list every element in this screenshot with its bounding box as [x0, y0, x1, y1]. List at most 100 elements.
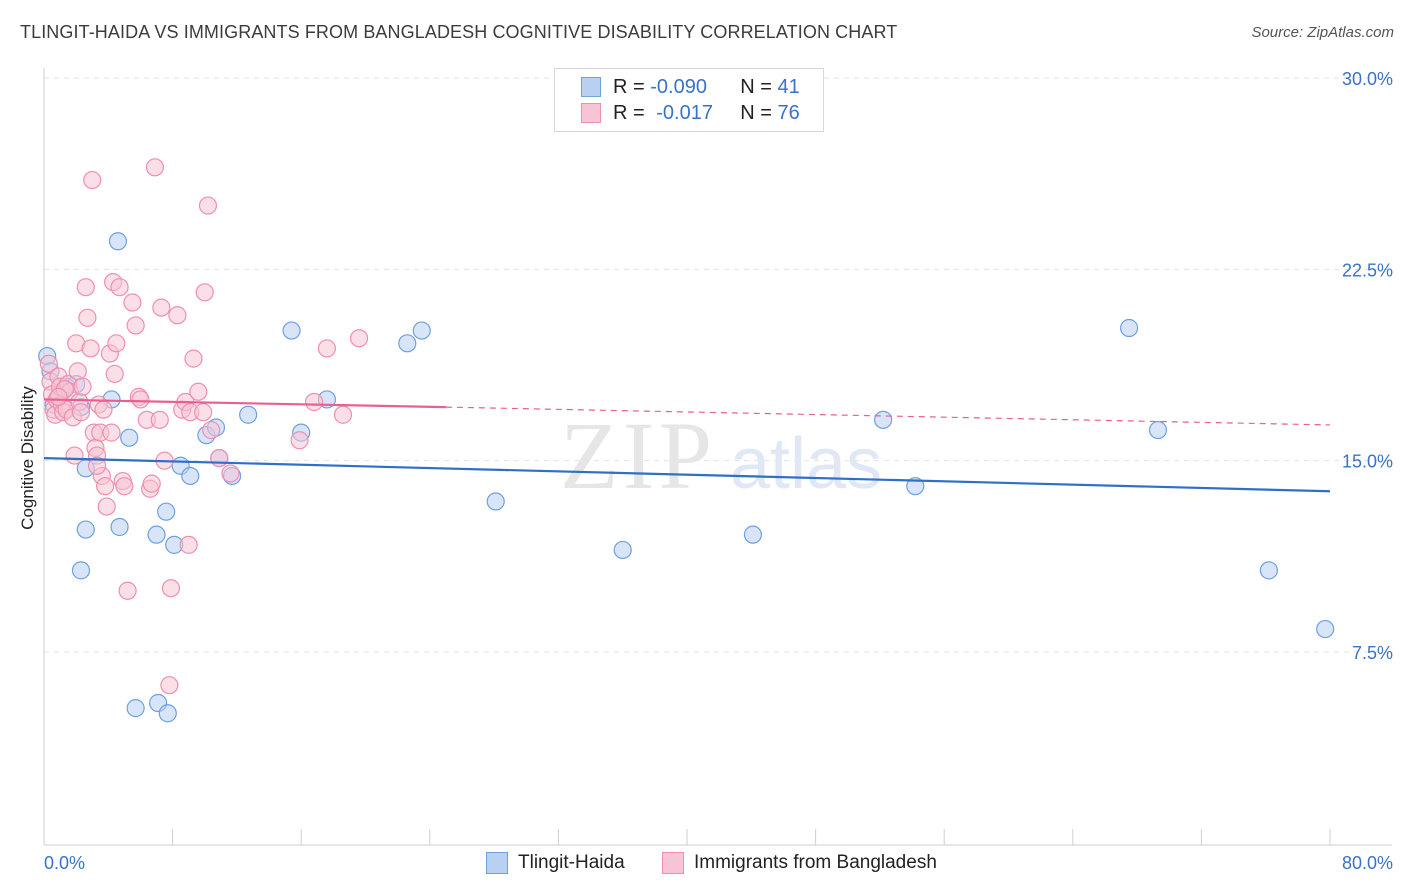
- data-point: [194, 403, 213, 422]
- data-point: [168, 306, 187, 325]
- legend-r-value: -0.090: [650, 75, 707, 98]
- data-point: [198, 196, 218, 215]
- legend-r-label: R =: [613, 75, 645, 98]
- data-point: [105, 364, 124, 384]
- data-point: [184, 349, 203, 368]
- trend-line: [43, 457, 1331, 493]
- data-point: [333, 405, 353, 424]
- legend-swatch-blue: [581, 77, 601, 97]
- x-tick-label: 80.0%: [1342, 853, 1393, 873]
- data-point: [126, 316, 145, 335]
- y-tick-label: 22.5%: [1342, 260, 1393, 280]
- data-point: [81, 339, 100, 358]
- data-point: [202, 420, 221, 440]
- series-swatch-blue: [486, 852, 508, 874]
- data-point: [743, 525, 763, 544]
- legend-n-label: N =: [740, 101, 772, 124]
- trend-line-extension: [445, 406, 1331, 426]
- chart-source: Source: ZipAtlas.com: [1251, 24, 1394, 41]
- legend-r-value: -0.017: [656, 101, 713, 124]
- data-point: [115, 477, 134, 496]
- data-point: [110, 517, 129, 537]
- data-point: [412, 321, 431, 340]
- data-point: [221, 464, 240, 483]
- data-point: [161, 579, 181, 598]
- data-point: [1119, 318, 1139, 338]
- legend-row-tlingit: R = -0.090 N = 41: [581, 75, 800, 99]
- series-bangladesh: [39, 158, 369, 695]
- correlation-legend: R = -0.090 N = 41 R = -0.017 N = 76: [554, 68, 824, 132]
- legend-n-label: N =: [740, 75, 772, 98]
- data-point: [210, 449, 229, 468]
- data-point: [102, 423, 121, 442]
- data-point: [131, 390, 150, 409]
- data-point: [152, 298, 171, 317]
- data-point: [107, 334, 126, 353]
- watermark-atlas: atlas: [730, 424, 882, 504]
- data-point: [118, 581, 137, 600]
- data-point: [195, 283, 214, 302]
- data-point: [65, 446, 84, 465]
- data-point: [304, 392, 324, 412]
- data-point: [486, 492, 505, 511]
- series-name: Immigrants from Bangladesh: [694, 852, 937, 873]
- data-point: [150, 410, 169, 429]
- legend-n-value: 41: [777, 75, 800, 98]
- series-swatch-pink: [662, 852, 684, 874]
- series-legend: Tlingit-Haida Immigrants from Bangladesh: [0, 852, 1406, 878]
- data-point: [290, 431, 309, 450]
- series-legend-bangladesh: Immigrants from Bangladesh: [662, 852, 937, 874]
- data-point: [1148, 420, 1168, 440]
- data-point: [49, 387, 68, 406]
- data-point: [110, 278, 129, 297]
- data-point: [73, 377, 92, 396]
- data-point: [68, 362, 87, 381]
- data-point: [108, 232, 128, 251]
- trend-line: [43, 398, 446, 409]
- legend-r-label: R =: [613, 101, 645, 124]
- data-point: [83, 170, 102, 190]
- data-point: [613, 540, 632, 560]
- data-point: [349, 329, 369, 348]
- legend-row-bangladesh: R = -0.017 N = 76: [581, 101, 800, 125]
- data-point: [123, 293, 142, 312]
- data-point: [76, 278, 95, 297]
- data-point: [1316, 619, 1335, 639]
- data-point: [147, 525, 166, 544]
- data-point: [398, 334, 417, 353]
- y-tick-label: 30.0%: [1342, 69, 1393, 89]
- data-point: [87, 456, 107, 475]
- data-point: [145, 158, 165, 177]
- data-point: [97, 497, 116, 516]
- data-point: [874, 410, 893, 429]
- data-point: [95, 477, 115, 496]
- data-point: [71, 561, 91, 580]
- series-name: Tlingit-Haida: [518, 852, 625, 873]
- data-point: [76, 520, 95, 539]
- watermark-zip: ZIP: [560, 402, 716, 509]
- data-point: [181, 466, 200, 486]
- data-point: [189, 382, 208, 401]
- legend-swatch-pink: [581, 103, 601, 123]
- data-point: [239, 405, 258, 424]
- data-point: [1259, 561, 1279, 580]
- data-point: [906, 477, 925, 496]
- data-point: [126, 699, 145, 718]
- data-point: [39, 354, 58, 373]
- legend-n-value: 76: [777, 101, 800, 124]
- x-tick-label: 0.0%: [44, 853, 85, 873]
- series-legend-tlingit: Tlingit-Haida: [486, 852, 625, 874]
- data-point: [142, 474, 161, 493]
- data-point: [94, 400, 113, 419]
- data-point: [78, 308, 97, 327]
- data-point: [160, 676, 179, 695]
- y-tick-label: 7.5%: [1352, 643, 1393, 663]
- chart-title: TLINGIT-HAIDA VS IMMIGRANTS FROM BANGLAD…: [20, 22, 898, 42]
- data-point: [179, 535, 198, 554]
- y-tick-label: 15.0%: [1342, 452, 1393, 472]
- data-point: [158, 704, 177, 723]
- data-point: [317, 339, 337, 358]
- data-point: [120, 428, 139, 447]
- data-point: [71, 403, 91, 422]
